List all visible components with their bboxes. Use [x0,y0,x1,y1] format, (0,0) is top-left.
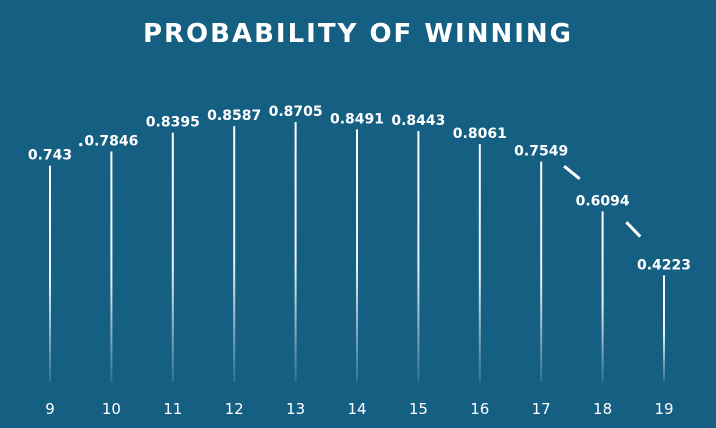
bar-13 [294,122,297,383]
tick-label-12: 12 [225,400,244,418]
value-label-9: 0.743 [28,148,72,164]
value-label-11: 0.8395 [146,115,200,131]
connector-9-10 [78,142,83,147]
bar-16 [478,144,481,382]
tick-label-15: 15 [409,400,428,418]
value-labels-group: 0.743 0.7846 0.8395 0.8587 0.8705 0.8491 0.844… [28,104,691,273]
bar-11 [171,132,174,382]
x-axis-ticks: 9 10 11 12 13 14 15 16 17 18 19 [45,400,673,418]
value-label-17: 0.7549 [514,144,568,160]
tick-label-16: 16 [470,400,489,418]
value-label-18: 0.6094 [576,193,630,209]
bar-18 [601,211,604,382]
value-label-10: 0.7846 [84,133,138,149]
bar-9 [49,165,51,382]
bars-group [49,122,665,383]
value-label-14: 0.8491 [330,111,384,127]
tick-label-14: 14 [347,400,366,418]
tick-label-18: 18 [593,400,612,418]
bar-19 [663,275,665,382]
value-label-12: 0.8587 [207,108,261,124]
connector-18-19 [625,221,642,238]
value-label-19: 0.4223 [637,257,691,273]
bar-14 [356,129,358,382]
connector-17-18 [563,165,581,180]
chart-title: PROBABILITY OF WINNING [143,19,573,49]
trend-connectors [78,142,642,238]
value-label-13: 0.8705 [269,104,323,120]
value-label-15: 0.8443 [391,113,445,129]
bar-12 [233,126,236,382]
tick-label-10: 10 [102,400,121,418]
tick-label-17: 17 [532,400,551,418]
tick-label-9: 9 [45,400,55,418]
tick-label-11: 11 [163,400,182,418]
bar-15 [417,131,420,382]
tick-label-13: 13 [286,400,305,418]
value-label-16: 0.8061 [453,126,507,142]
bar-10 [110,151,113,382]
bar-17 [540,161,543,382]
tick-label-19: 19 [654,400,673,418]
